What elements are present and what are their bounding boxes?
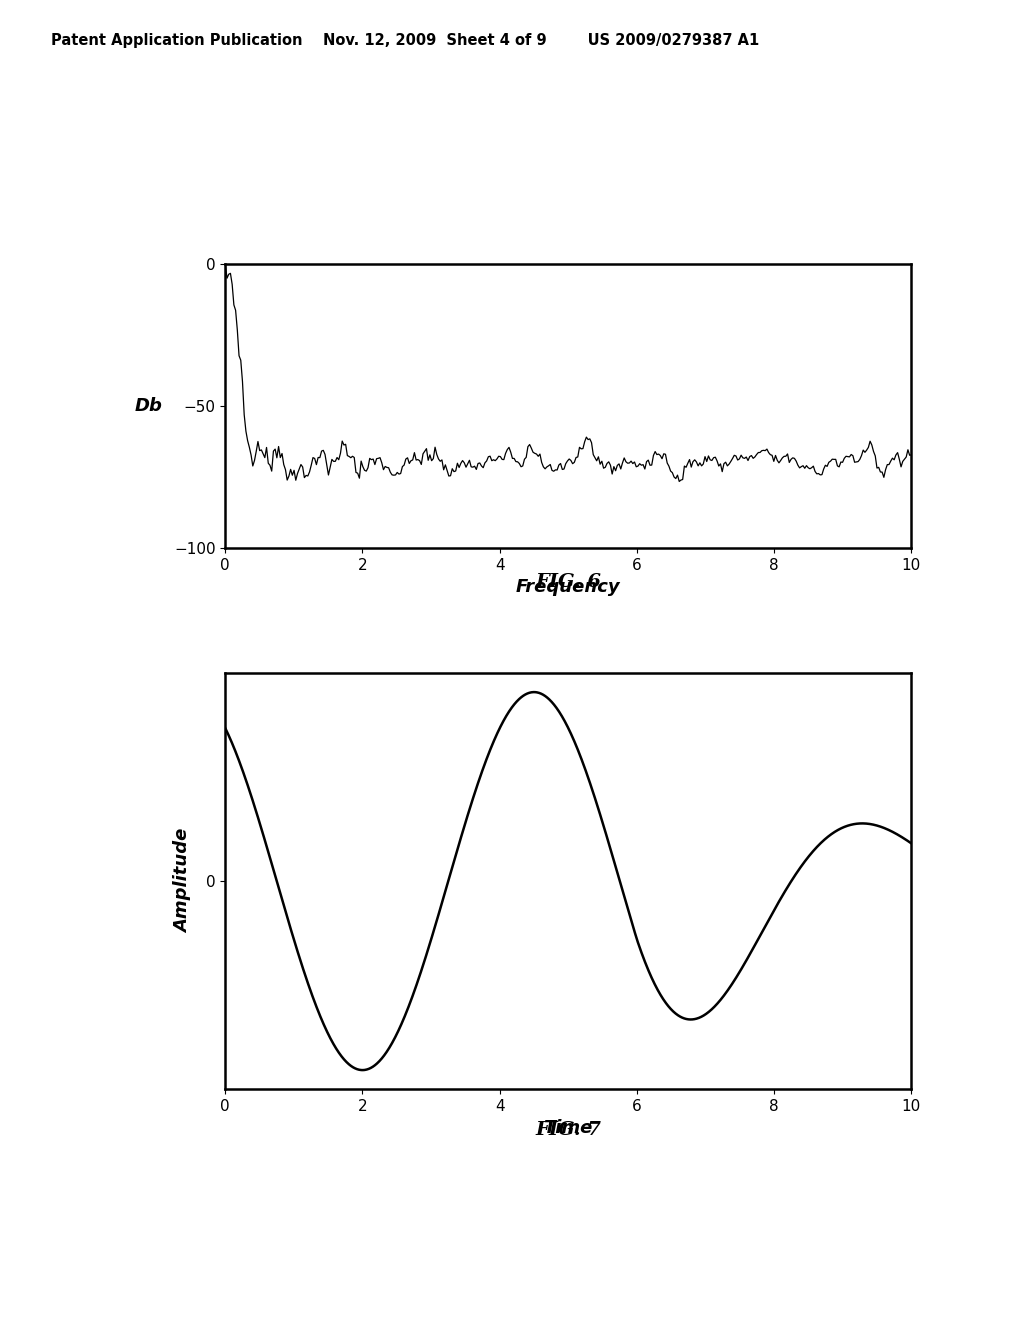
Y-axis label: Amplitude: Amplitude (174, 829, 193, 933)
Text: FIG. 7: FIG. 7 (536, 1121, 601, 1139)
X-axis label: Time: Time (544, 1119, 593, 1138)
Text: FIG. 6: FIG. 6 (536, 573, 601, 591)
X-axis label: Frequency: Frequency (516, 578, 621, 597)
Text: Patent Application Publication    Nov. 12, 2009  Sheet 4 of 9        US 2009/027: Patent Application Publication Nov. 12, … (51, 33, 760, 48)
Y-axis label: Db: Db (135, 397, 163, 414)
